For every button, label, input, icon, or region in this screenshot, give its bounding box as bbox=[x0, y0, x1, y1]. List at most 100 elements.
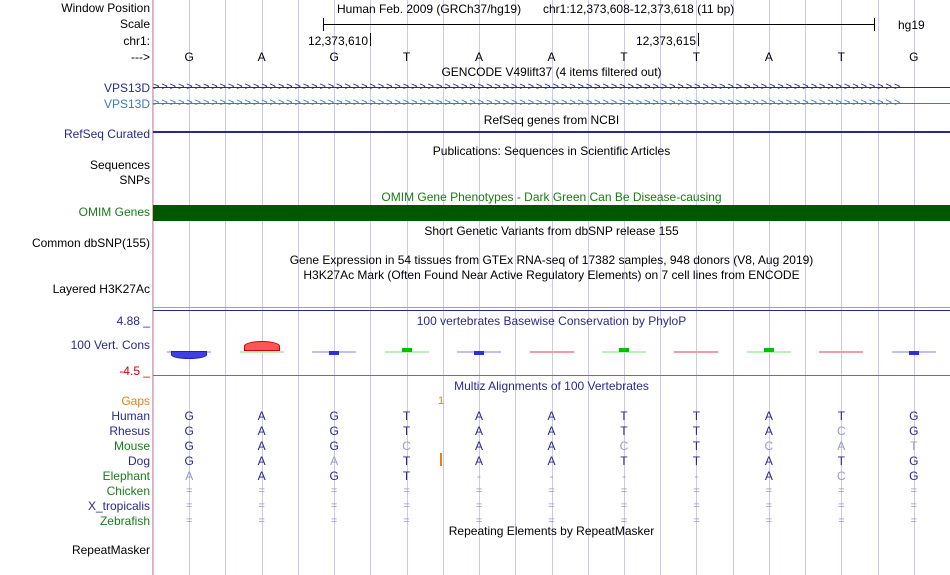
alignment-base: A bbox=[475, 409, 484, 423]
alignment-base: = bbox=[693, 485, 700, 497]
alignment-base: = bbox=[765, 500, 773, 512]
alignment-base: = bbox=[475, 485, 483, 497]
alignment-base: A bbox=[764, 469, 773, 483]
sidebar-item-repeatmasker[interactable]: RepeatMasker bbox=[71, 543, 150, 557]
gene-track-vps13d-2[interactable]: >>>>>>>>>>>>>>>>>>>>>>>>>>>>>>>>>>>>>>>>… bbox=[153, 98, 950, 109]
alignment-base: = bbox=[403, 515, 410, 527]
species-label-dog[interactable]: Dog bbox=[127, 454, 150, 468]
sidebar-item-snps[interactable]: SNPs bbox=[119, 173, 150, 187]
species-label-mouse[interactable]: Mouse bbox=[113, 439, 150, 453]
alignment-base: = bbox=[693, 500, 700, 512]
sidebar-item-gaps[interactable]: Gaps bbox=[121, 394, 150, 408]
alignment-base: T bbox=[402, 469, 411, 483]
intron-line bbox=[153, 87, 950, 88]
alignment-base: A bbox=[257, 454, 266, 468]
alignment-base: - bbox=[621, 469, 626, 483]
alignment-base: G bbox=[329, 469, 339, 483]
conservation-min-label: -4.5 _ bbox=[119, 364, 150, 378]
sidebar-item-vert-cons[interactable]: 100 Vert. Cons bbox=[70, 338, 150, 352]
alignment-base: A bbox=[330, 454, 339, 468]
omim-gene-bar[interactable] bbox=[153, 205, 950, 221]
strand-arrows: >>>>>>>>>>>>>>>>>>>>>>>>>>>>>>>>>>>>>>>>… bbox=[153, 98, 903, 109]
track-data-area[interactable]: Human Feb. 2009 (GRCh37/hg19) chr1:12,37… bbox=[153, 0, 950, 575]
scale-label: Scale bbox=[119, 17, 150, 31]
alignment-base: = bbox=[548, 485, 555, 497]
alignment-base: = bbox=[403, 485, 410, 497]
publications-title: Publications: Sequences in Scientific Ar… bbox=[432, 144, 671, 158]
alignment-base: T bbox=[402, 454, 411, 468]
alignment-base: = bbox=[258, 500, 265, 512]
species-label-rhesus[interactable]: Rhesus bbox=[109, 424, 150, 438]
alignment-base: T bbox=[620, 409, 628, 423]
alignment-base: A bbox=[764, 409, 773, 423]
ruler-coord-1: 12,373,610 bbox=[307, 34, 368, 48]
track-label-column: Window Position Scale chr1: ---> VPS13D … bbox=[0, 0, 153, 575]
refseq-curated-line[interactable] bbox=[153, 131, 950, 133]
conservation-baseline bbox=[819, 351, 864, 353]
sidebar-item-common-dbsnp[interactable]: Common dbSNP(155) bbox=[31, 236, 150, 250]
alignment-base: T bbox=[402, 409, 411, 423]
sequence-base: G bbox=[184, 50, 194, 64]
alignment-base: - bbox=[694, 469, 699, 483]
separator-gold bbox=[153, 307, 950, 308]
conservation-bar bbox=[243, 341, 280, 351]
omim-title: OMIM Gene Phenotypes - Dark Green Can Be… bbox=[381, 190, 722, 204]
conservation-baseline bbox=[239, 351, 284, 353]
alignment-base: = bbox=[765, 485, 773, 497]
sidebar-item-vps13d-1[interactable]: VPS13D bbox=[103, 81, 150, 95]
conservation-bar bbox=[763, 348, 774, 352]
alignment-base: C bbox=[836, 469, 846, 483]
alignment-base: G bbox=[909, 454, 919, 468]
alignment-base: T bbox=[837, 454, 845, 468]
species-label-chicken[interactable]: Chicken bbox=[106, 484, 150, 498]
sequence-base: A bbox=[475, 50, 484, 64]
alignment-base: = bbox=[258, 485, 265, 497]
sidebar-item-layered-h3k27ac[interactable]: Layered H3K27Ac bbox=[52, 282, 150, 296]
separator-brown bbox=[153, 375, 950, 376]
sidebar-item-sequences[interactable]: Sequences bbox=[89, 158, 150, 172]
conservation-bar bbox=[474, 351, 485, 355]
sidebar-item-vps13d-2[interactable]: VPS13D bbox=[103, 97, 150, 111]
alignment-base: G bbox=[184, 439, 194, 453]
sequence-base: A bbox=[547, 50, 556, 64]
alignment-base: C bbox=[619, 439, 629, 453]
alignment-base: A bbox=[764, 454, 773, 468]
alignment-base: = bbox=[910, 500, 917, 512]
alignment-base: A bbox=[764, 424, 773, 438]
sidebar-item-omim-genes[interactable]: OMIM Genes bbox=[78, 205, 150, 219]
alignment-base: G bbox=[909, 469, 919, 483]
alignment-base: G bbox=[329, 424, 339, 438]
left-boundary-line bbox=[152, 0, 153, 575]
multiz-title: Multiz Alignments of 100 Vertebrates bbox=[454, 379, 649, 393]
species-label-x_tropicalis[interactable]: X_tropicalis bbox=[87, 499, 150, 513]
phylop-title: 100 vertebrates Basewise Conservation by… bbox=[416, 314, 687, 328]
sidebar-item-refseq-curated[interactable]: RefSeq Curated bbox=[63, 127, 150, 141]
alignment-base: = bbox=[838, 485, 845, 497]
alignment-base: A bbox=[547, 409, 556, 423]
species-label-human[interactable]: Human bbox=[111, 409, 150, 423]
conservation-bar bbox=[171, 351, 208, 359]
species-label-elephant[interactable]: Elephant bbox=[102, 469, 150, 483]
species-label-zebrafish[interactable]: Zebrafish bbox=[99, 514, 150, 528]
alignment-base: C bbox=[402, 439, 411, 453]
alignment-base: = bbox=[475, 500, 483, 512]
window-coords: chr1:12,373,608-12,373,618 (11 bp) bbox=[543, 2, 735, 16]
alignment-base: G bbox=[184, 454, 194, 468]
alignment-base: T bbox=[692, 454, 701, 468]
gencode-title: GENCODE V49lift37 (4 items filtered out) bbox=[441, 65, 662, 79]
conservation-bar bbox=[908, 351, 919, 355]
conservation-bar bbox=[401, 348, 412, 352]
conservation-bar bbox=[329, 351, 340, 355]
ruler-coord-2: 12,373,615 bbox=[635, 34, 696, 48]
alignment-base: = bbox=[330, 500, 338, 512]
h3k27ac-title: H3K27Ac Mark (Often Found Near Active Re… bbox=[303, 268, 800, 282]
repeatmasker-title: Repeating Elements by RepeatMasker bbox=[448, 524, 655, 538]
alignment-base: = bbox=[548, 500, 555, 512]
alignment-base: A bbox=[475, 454, 484, 468]
alignment-base: T bbox=[620, 424, 628, 438]
alignment-base: A bbox=[257, 409, 266, 423]
gene-track-vps13d-1[interactable]: >>>>>>>>>>>>>>>>>>>>>>>>>>>>>>>>>>>>>>>>… bbox=[153, 82, 950, 93]
conservation-baseline bbox=[674, 351, 719, 353]
alignment-base: = bbox=[910, 515, 917, 527]
